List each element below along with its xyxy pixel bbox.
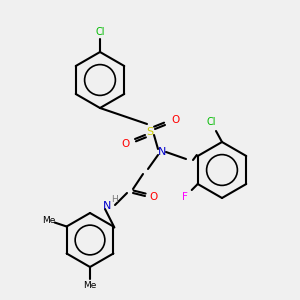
Text: Cl: Cl — [95, 27, 105, 37]
Text: Cl: Cl — [206, 117, 216, 127]
Text: O: O — [172, 115, 180, 125]
Text: H: H — [111, 194, 117, 203]
Text: N: N — [103, 201, 111, 211]
Text: Me: Me — [83, 281, 97, 290]
Text: Me: Me — [42, 216, 55, 225]
Text: O: O — [121, 139, 129, 149]
Text: F: F — [182, 192, 188, 202]
Text: O: O — [150, 192, 158, 202]
Text: N: N — [158, 147, 166, 157]
Text: S: S — [146, 127, 154, 137]
